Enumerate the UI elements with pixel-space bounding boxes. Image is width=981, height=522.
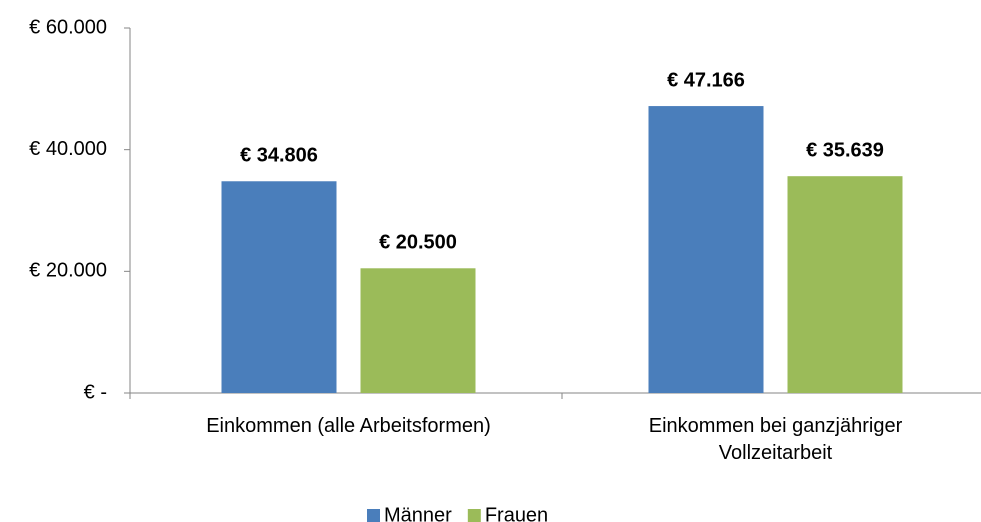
y-tick-label: € 40.000 (29, 138, 107, 160)
y-tick-label: € 60.000 (29, 16, 107, 38)
y-tick-label: € 20.000 (29, 260, 107, 282)
data-label: € 34.806 (240, 145, 318, 167)
bar (787, 176, 903, 393)
bar (221, 181, 337, 393)
x-tick-label: Einkommen (alle Arbeitsformen) (206, 415, 491, 437)
legend-swatch (367, 509, 380, 522)
legend-label: Männer (384, 504, 452, 522)
bar (648, 106, 764, 394)
data-label: € 47.166 (667, 69, 745, 91)
data-label: € 20.500 (379, 232, 457, 254)
legend-swatch (467, 509, 481, 522)
legend-label: Frauen (485, 504, 548, 522)
x-tick-label: Einkommen bei ganzjähriger Vollzeitarbei… (648, 415, 903, 464)
data-label: € 35.639 (806, 139, 884, 161)
y-tick-label: € - (84, 381, 107, 403)
bar (360, 268, 476, 393)
